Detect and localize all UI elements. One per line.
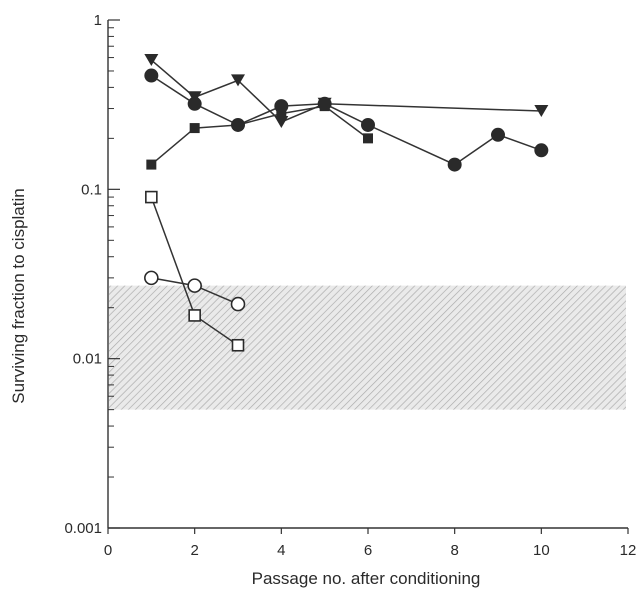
x-tick-label: 8 bbox=[450, 542, 458, 559]
y-tick-label: 1 bbox=[94, 12, 102, 29]
data-point-open-square bbox=[231, 338, 245, 352]
x-tick-label: 4 bbox=[277, 542, 285, 559]
data-point-filled-triangle bbox=[274, 115, 289, 128]
y-tick-label: 0.001 bbox=[64, 520, 102, 537]
shaded-band-layer bbox=[109, 285, 626, 410]
data-point-filled-triangle bbox=[144, 54, 159, 67]
y-tick-label: 0.1 bbox=[81, 181, 102, 198]
y-tick-label: 0.01 bbox=[73, 351, 102, 368]
data-point-filled-square bbox=[146, 159, 157, 170]
data-point-filled-triangle bbox=[231, 74, 245, 87]
x-tick-label: 10 bbox=[533, 542, 550, 559]
data-point-filled-square bbox=[189, 123, 200, 134]
data-point-open-circle bbox=[144, 270, 159, 286]
data-point-filled-circle bbox=[534, 143, 549, 158]
data-point-filled-circle bbox=[447, 157, 462, 172]
data-point-filled-circle bbox=[361, 117, 375, 132]
x-tick-label: 0 bbox=[104, 542, 112, 559]
data-point-open-square bbox=[188, 309, 201, 322]
x-tick-label: 12 bbox=[620, 542, 637, 559]
data-point-filled-triangle bbox=[534, 105, 549, 118]
data-point-filled-square bbox=[276, 108, 287, 119]
series-line bbox=[150, 74, 542, 166]
data-point-open-circle bbox=[187, 278, 202, 293]
series-line bbox=[150, 59, 542, 123]
data-point-filled-circle bbox=[491, 127, 505, 142]
data-point-open-circle bbox=[230, 296, 246, 312]
series-line bbox=[150, 105, 369, 166]
data-point-filled-square bbox=[233, 119, 243, 130]
series-markers bbox=[144, 54, 549, 352]
data-point-filled-circle bbox=[144, 68, 159, 83]
x-tick-label: 6 bbox=[364, 542, 372, 559]
data-point-filled-circle bbox=[187, 96, 202, 111]
series-lines bbox=[150, 59, 542, 346]
tick-labels: 0 2 4 6 8 10 12 0.001 0.01 0.1 1 bbox=[64, 12, 636, 559]
data-point-filled-square bbox=[363, 133, 373, 144]
shaded-band bbox=[109, 285, 626, 410]
axes bbox=[107, 19, 629, 534]
x-axis-title: Passage no. after conditioning bbox=[252, 569, 481, 588]
data-point-filled-square bbox=[319, 101, 330, 112]
y-axis-title: Surviving fraction to cisplatin bbox=[9, 188, 28, 403]
data-point-open-square bbox=[145, 190, 158, 204]
x-tick-label: 2 bbox=[190, 542, 198, 559]
